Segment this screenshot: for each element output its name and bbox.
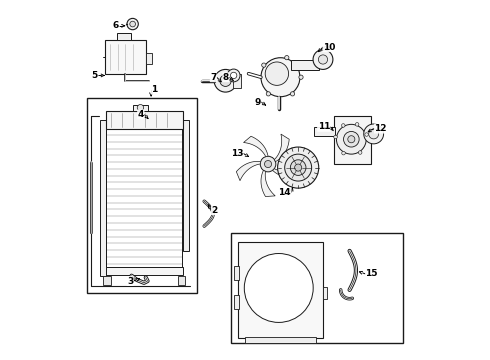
Circle shape xyxy=(260,156,276,172)
Bar xyxy=(106,111,183,129)
Bar xyxy=(87,99,197,293)
Circle shape xyxy=(278,147,318,188)
Circle shape xyxy=(355,123,359,126)
Circle shape xyxy=(364,124,384,144)
Circle shape xyxy=(348,136,355,143)
Polygon shape xyxy=(244,136,268,157)
Circle shape xyxy=(337,124,366,154)
Circle shape xyxy=(291,160,306,175)
Circle shape xyxy=(262,63,266,67)
Circle shape xyxy=(368,129,379,139)
Circle shape xyxy=(365,133,368,136)
Text: 14: 14 xyxy=(278,188,291,197)
Circle shape xyxy=(127,18,138,30)
Circle shape xyxy=(342,124,345,127)
Circle shape xyxy=(318,55,328,64)
Bar xyxy=(105,40,146,74)
Bar xyxy=(106,267,183,275)
Text: 4: 4 xyxy=(138,110,144,119)
Bar xyxy=(245,337,316,343)
Text: 7: 7 xyxy=(210,73,217,82)
Bar xyxy=(178,276,185,284)
Circle shape xyxy=(265,62,289,85)
Bar xyxy=(334,116,371,164)
Bar xyxy=(133,104,147,111)
Circle shape xyxy=(261,58,300,97)
Text: 1: 1 xyxy=(151,85,157,94)
Circle shape xyxy=(334,135,337,139)
Bar xyxy=(183,120,189,251)
Bar xyxy=(99,120,106,276)
Bar xyxy=(238,242,323,338)
Polygon shape xyxy=(272,167,300,177)
Circle shape xyxy=(130,21,135,27)
Text: 15: 15 xyxy=(366,269,378,278)
Circle shape xyxy=(291,92,294,96)
Bar xyxy=(234,295,239,309)
Bar xyxy=(117,33,131,40)
Polygon shape xyxy=(261,170,275,197)
Circle shape xyxy=(343,131,359,147)
Circle shape xyxy=(227,69,240,82)
Circle shape xyxy=(265,161,271,168)
Circle shape xyxy=(220,75,231,86)
Bar xyxy=(314,127,335,136)
Circle shape xyxy=(358,151,362,154)
Bar xyxy=(103,276,111,284)
Circle shape xyxy=(299,75,303,79)
Bar xyxy=(106,122,182,270)
Text: 10: 10 xyxy=(323,42,335,51)
Bar xyxy=(231,233,403,343)
Text: 8: 8 xyxy=(223,73,229,82)
Polygon shape xyxy=(236,161,261,181)
Bar xyxy=(234,266,239,280)
Circle shape xyxy=(230,72,237,78)
Circle shape xyxy=(342,151,345,155)
Bar xyxy=(291,60,319,70)
Text: 12: 12 xyxy=(374,124,387,133)
Text: 6: 6 xyxy=(113,21,119,30)
Circle shape xyxy=(285,154,312,181)
Circle shape xyxy=(137,104,144,111)
Bar xyxy=(323,287,327,300)
Circle shape xyxy=(313,50,333,69)
Circle shape xyxy=(285,55,289,60)
Text: 5: 5 xyxy=(92,71,98,80)
Text: 3: 3 xyxy=(127,276,133,285)
Circle shape xyxy=(266,92,270,96)
Text: 11: 11 xyxy=(318,122,330,131)
Bar xyxy=(146,53,152,64)
Polygon shape xyxy=(274,134,289,162)
Circle shape xyxy=(245,253,313,323)
Text: 13: 13 xyxy=(231,149,243,158)
Bar xyxy=(233,74,242,88)
Circle shape xyxy=(214,69,237,92)
Text: 2: 2 xyxy=(211,206,218,215)
Circle shape xyxy=(294,164,302,171)
Text: 9: 9 xyxy=(255,98,261,107)
